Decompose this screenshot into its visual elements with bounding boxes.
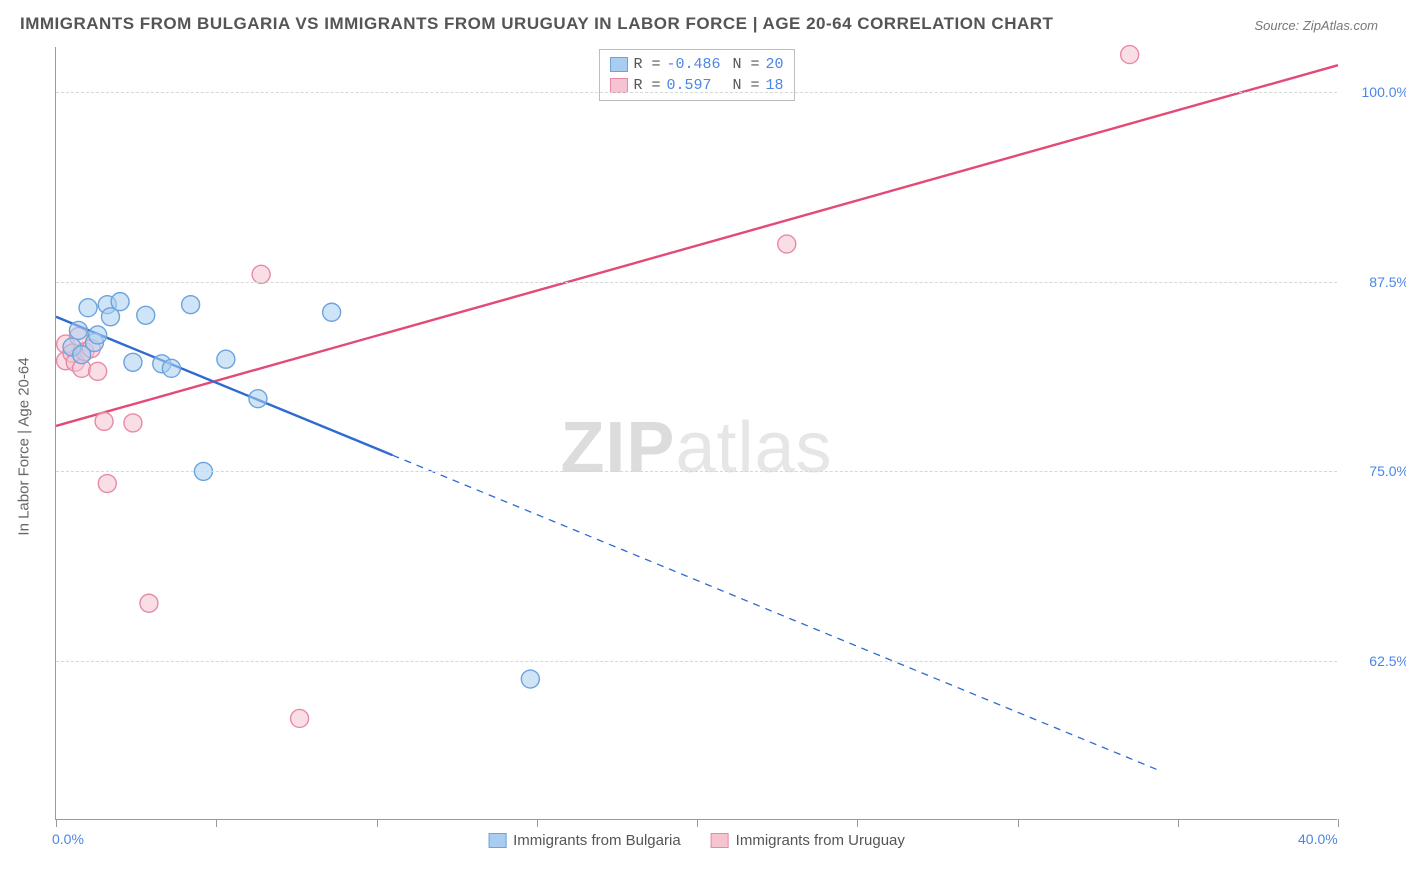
y-axis-label: In Labor Force | Age 20-64 [14,0,34,892]
gridline [56,282,1337,283]
legend-item: Immigrants from Uruguay [711,832,905,849]
x-tick-label: 40.0% [1298,831,1338,847]
data-point [79,299,97,317]
data-point [89,362,107,380]
legend-label: Immigrants from Uruguay [736,832,905,849]
legend-swatch [711,833,729,848]
data-point [140,594,158,612]
data-point [323,303,341,321]
data-point [95,412,113,430]
data-point [217,350,235,368]
y-tick-label: 62.5% [1369,653,1406,669]
gridline [56,471,1337,472]
gridline [56,661,1337,662]
x-tick [537,819,538,827]
x-tick [1178,819,1179,827]
data-point [521,670,539,688]
data-point [182,296,200,314]
x-tick-label: 0.0% [52,831,84,847]
data-point [137,306,155,324]
x-tick [377,819,378,827]
x-tick [216,819,217,827]
y-tick-label: 87.5% [1369,274,1406,290]
data-point [249,390,267,408]
legend-series: Immigrants from Bulgaria Immigrants from … [488,832,905,849]
data-point [89,326,107,344]
x-tick [697,819,698,827]
x-tick [1338,819,1339,827]
regression-line-extrapolated [393,455,1162,771]
x-tick [1018,819,1019,827]
gridline [56,92,1337,93]
data-point [111,293,129,311]
data-point [162,359,180,377]
y-tick-label: 100.0% [1362,84,1406,100]
legend-label: Immigrants from Bulgaria [513,832,681,849]
data-point [69,321,87,339]
data-point [291,709,309,727]
data-point [778,235,796,253]
legend-swatch [488,833,506,848]
data-point [124,353,142,371]
chart-title: IMMIGRANTS FROM BULGARIA VS IMMIGRANTS F… [20,14,1053,34]
x-tick [857,819,858,827]
x-tick [56,819,57,827]
data-point [98,475,116,493]
legend-item: Immigrants from Bulgaria [488,832,681,849]
data-point [252,265,270,283]
chart-canvas [56,47,1337,819]
source-citation: Source: ZipAtlas.com [1254,18,1378,33]
data-point [1121,46,1139,64]
plot-area: ZIPatlas R =-0.486N =20R = 0.597N = 18 I… [55,47,1337,820]
regression-line [56,65,1338,426]
data-point [124,414,142,432]
y-tick-label: 75.0% [1369,463,1406,479]
